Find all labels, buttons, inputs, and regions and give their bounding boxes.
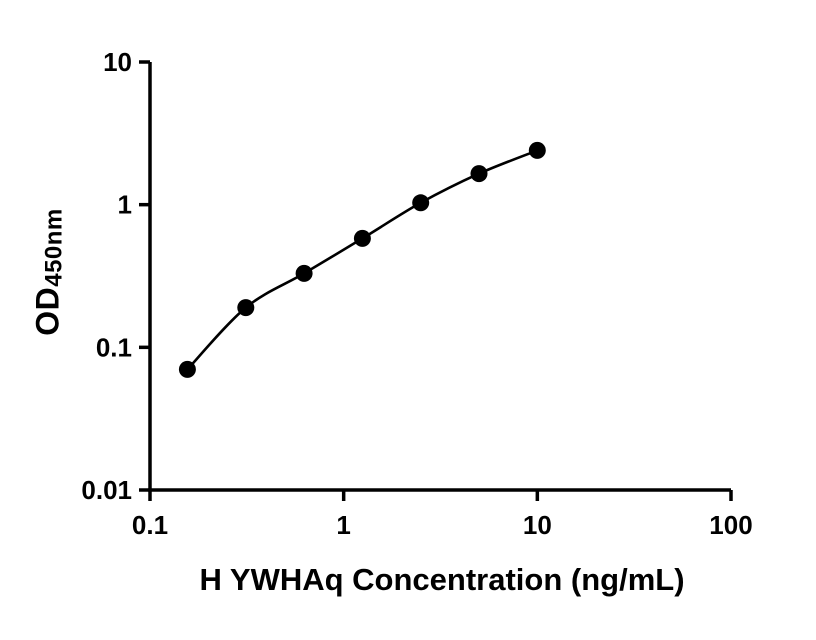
x-tick-label: 10 — [523, 510, 552, 540]
y-axis-label-text: OD — [29, 286, 66, 336]
x-axis-label: H YWHAq Concentration (ng/mL) — [199, 562, 685, 597]
data-point — [295, 264, 313, 282]
data-point — [353, 229, 371, 247]
x-tick-label: 100 — [709, 510, 752, 540]
y-axis-label-subscript: 450nm — [40, 208, 68, 287]
data-point — [237, 299, 255, 317]
data-point — [470, 165, 488, 183]
x-tick-label: 1 — [336, 510, 350, 540]
y-tick-label: 1 — [118, 190, 132, 220]
y-tick-label: 0.01 — [81, 475, 132, 505]
data-point — [412, 194, 430, 212]
data-point — [528, 141, 546, 159]
y-tick-label: 0.1 — [96, 332, 132, 362]
y-tick-label: 10 — [103, 47, 132, 77]
fit-curve — [186, 149, 538, 371]
data-point — [178, 360, 196, 378]
y-axis-label: OD450nm — [29, 208, 68, 336]
x-tick-label: 0.1 — [132, 510, 168, 540]
